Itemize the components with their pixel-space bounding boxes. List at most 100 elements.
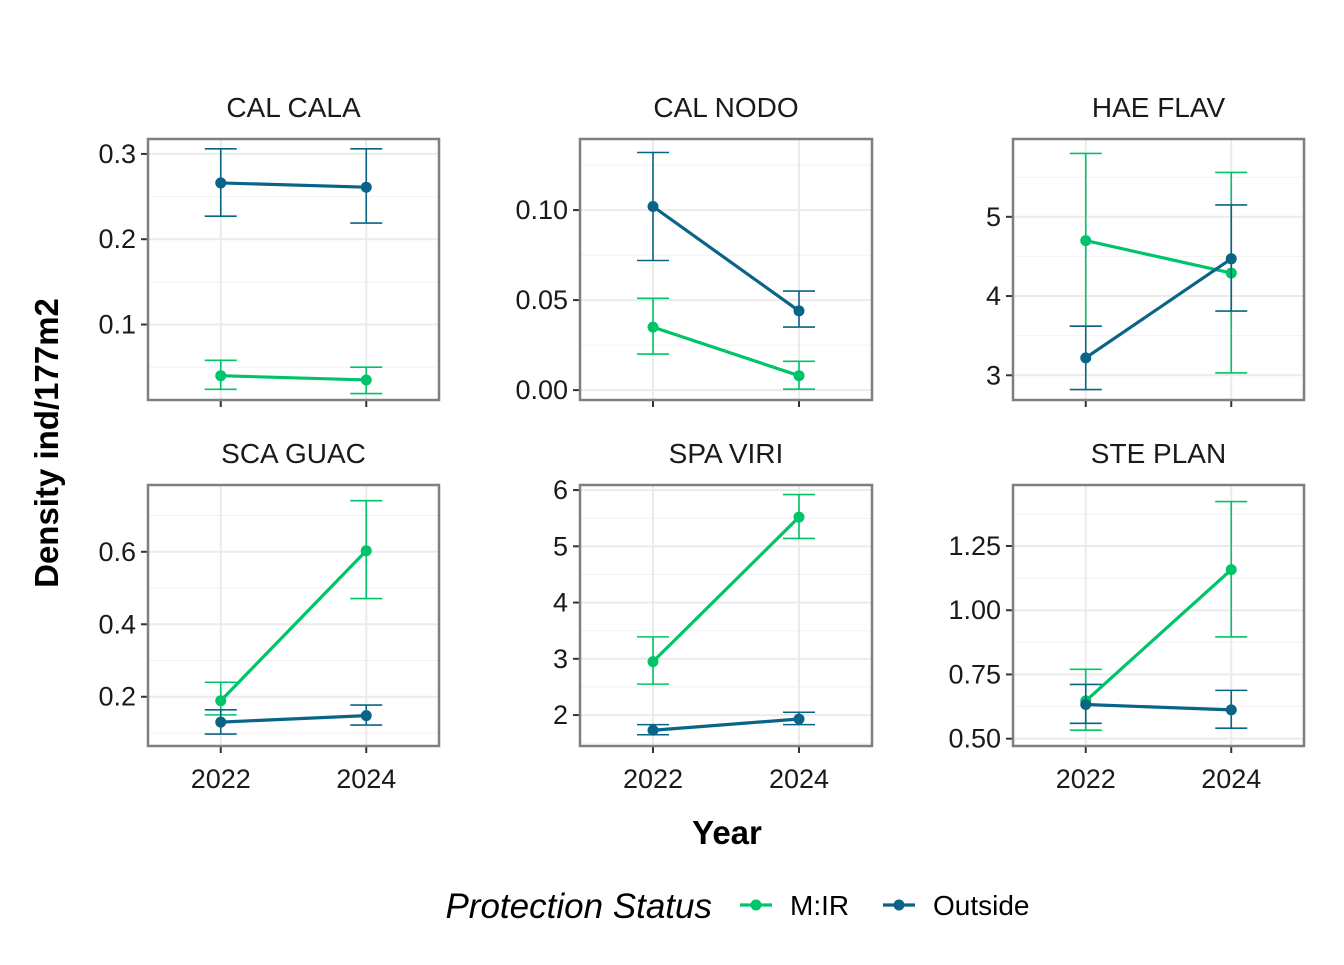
- data-point: [793, 370, 805, 382]
- facets-layer: CAL CALA 0.1 0.2 0.3 CAL NODO 0.00 0.05 0.10 HAE…: [98, 92, 1306, 794]
- data-point: [647, 724, 659, 736]
- data-point: [647, 321, 659, 333]
- y-axis-title: Density ind/177m2: [28, 298, 65, 588]
- y-tick-label: 0.75: [948, 659, 1001, 689]
- facet-title: SCA GUAC: [221, 438, 366, 469]
- series-outside: [204, 704, 383, 735]
- y-tick-label: 0.4: [98, 609, 136, 639]
- y-tick-label: 0.3: [98, 139, 136, 169]
- series-line: [652, 325, 800, 378]
- x-tick-label: 2024: [336, 764, 396, 794]
- y-tick-label: 5: [553, 531, 568, 561]
- series-line: [651, 515, 801, 663]
- y-tick-label: 6: [553, 475, 568, 505]
- facet-panel: STE PLAN 0.50 0.75 1.00 1.25 2022 2024: [948, 438, 1306, 794]
- series-line: [1085, 702, 1232, 712]
- series-outside: [637, 151, 815, 328]
- series-outside: [204, 148, 383, 224]
- panel-border: [1011, 483, 1306, 748]
- legend-key-point: [893, 899, 905, 911]
- legend-entry: M:IR: [740, 890, 849, 921]
- legend: Protection Status M:IR Outside: [445, 887, 1029, 926]
- legend-label: M:IR: [790, 890, 849, 921]
- x-tick-label: 2022: [191, 764, 251, 794]
- data-point: [647, 656, 659, 668]
- y-tick-label: 3: [553, 644, 568, 674]
- legend-entry: Outside: [883, 890, 1030, 921]
- data-point: [1080, 699, 1092, 711]
- data-point: [1080, 352, 1092, 364]
- data-point: [360, 545, 372, 557]
- y-tick-label: 0.2: [98, 682, 136, 712]
- series-line: [1084, 568, 1233, 703]
- x-tick-label: 2022: [623, 764, 683, 794]
- y-tick-label: 0.1: [98, 310, 136, 340]
- y-tick-label: 1.00: [948, 595, 1001, 625]
- facet-panel: SCA GUAC 0.2 0.4 0.6 2022 2024: [98, 438, 441, 794]
- series-m-ir: [637, 493, 815, 685]
- panel-border: [146, 137, 441, 402]
- facet-title: CAL NODO: [653, 92, 798, 123]
- series-line: [219, 549, 368, 702]
- y-tick-label: 0.05: [515, 285, 568, 315]
- panel-border: [146, 483, 441, 748]
- facet-panel: CAL NODO 0.00 0.05 0.10: [515, 92, 874, 407]
- panel-border: [578, 137, 874, 402]
- facet-title: STE PLAN: [1091, 438, 1226, 469]
- data-point: [793, 511, 805, 523]
- series-outside: [637, 711, 815, 736]
- y-tick-label: 0.2: [98, 224, 136, 254]
- series-line: [1085, 239, 1232, 275]
- data-point: [1225, 253, 1237, 265]
- x-tick-label: 2022: [1056, 764, 1116, 794]
- panel-border: [578, 483, 874, 748]
- series-m-ir: [204, 359, 383, 395]
- panel-border: [1011, 137, 1306, 402]
- y-tick-label: 4: [986, 281, 1001, 311]
- series-line: [652, 717, 800, 732]
- data-point: [360, 710, 372, 722]
- y-tick-label: 4: [553, 588, 568, 618]
- data-point: [215, 716, 227, 728]
- x-tick-label: 2024: [1201, 764, 1261, 794]
- x-tick-label: 2024: [769, 764, 829, 794]
- y-tick-label: 1.25: [948, 531, 1001, 561]
- data-point: [1080, 235, 1092, 247]
- y-tick-label: 2: [553, 700, 568, 730]
- facet-title: CAL CALA: [226, 92, 361, 123]
- data-point: [215, 695, 227, 707]
- facet-title: SPA VIRI: [669, 438, 784, 469]
- legend-label: Outside: [933, 890, 1030, 921]
- series-m-ir: [204, 499, 383, 716]
- series-outside: [1069, 204, 1248, 391]
- series-line: [220, 181, 367, 189]
- y-tick-label: 5: [986, 202, 1001, 232]
- data-point: [360, 374, 372, 386]
- y-tick-label: 0.6: [98, 537, 136, 567]
- series-line: [1084, 257, 1233, 360]
- series-m-ir: [637, 297, 815, 391]
- data-point: [1225, 704, 1237, 716]
- data-point: [215, 177, 227, 189]
- series-line: [652, 205, 800, 313]
- legend-entries: M:IR Outside: [740, 890, 1030, 921]
- data-point: [793, 713, 805, 725]
- data-point: [360, 181, 372, 193]
- legend-key-point: [750, 899, 762, 911]
- y-tick-label: 0.50: [948, 724, 1001, 754]
- data-point: [215, 370, 227, 382]
- facet-panel: SPA VIRI 2 3 4 5 6 2022 2024: [553, 438, 874, 794]
- series-outside: [1069, 683, 1248, 729]
- data-point: [647, 201, 659, 212]
- facet-panel: HAE FLAV 3 4 5: [986, 92, 1306, 407]
- facet-panel: CAL CALA 0.1 0.2 0.3: [98, 92, 441, 407]
- y-tick-label: 0.00: [515, 375, 568, 405]
- data-point: [793, 305, 805, 317]
- data-point: [1225, 564, 1237, 576]
- x-axis-title: Year: [692, 814, 762, 851]
- series-line: [220, 374, 367, 382]
- y-tick-label: 3: [986, 360, 1001, 390]
- series-line: [220, 713, 367, 724]
- legend-title: Protection Status: [445, 887, 712, 926]
